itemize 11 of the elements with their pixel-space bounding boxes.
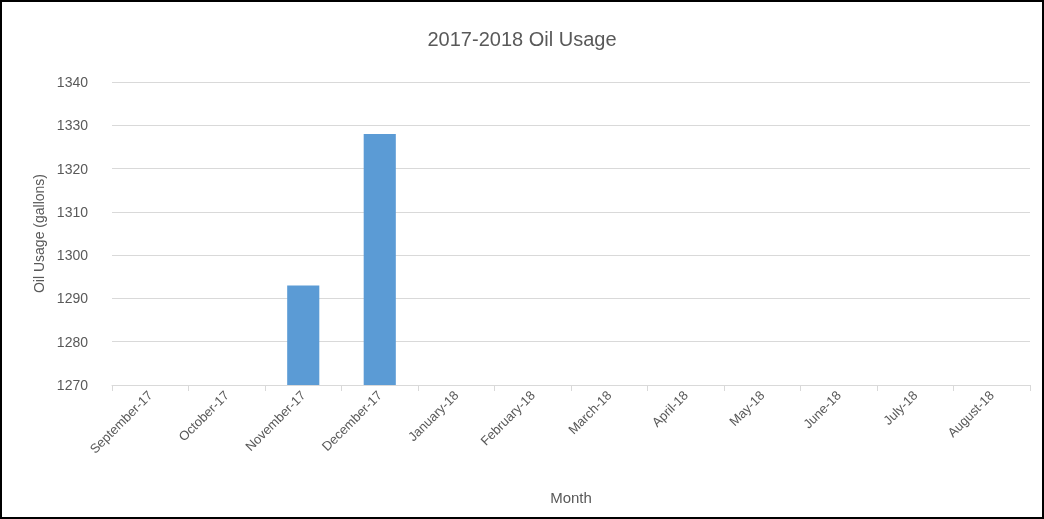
x-axis-title: Month (550, 489, 592, 506)
y-tick-label: 1270 (56, 377, 89, 393)
y-axis-title: Oil Usage (gallons) (30, 173, 47, 294)
y-tick-label: 1280 (56, 333, 89, 350)
y-tick-label: 1320 (56, 160, 89, 177)
y-tick-label: 1300 (56, 247, 89, 264)
y-tick-label: 1290 (56, 290, 89, 307)
y-tick-label: 1340 (56, 74, 89, 90)
y-tick-label: 1330 (56, 117, 89, 134)
chart-title: 2017-2018 Oil Usage (427, 28, 617, 50)
y-tick-label: 1310 (56, 203, 89, 220)
